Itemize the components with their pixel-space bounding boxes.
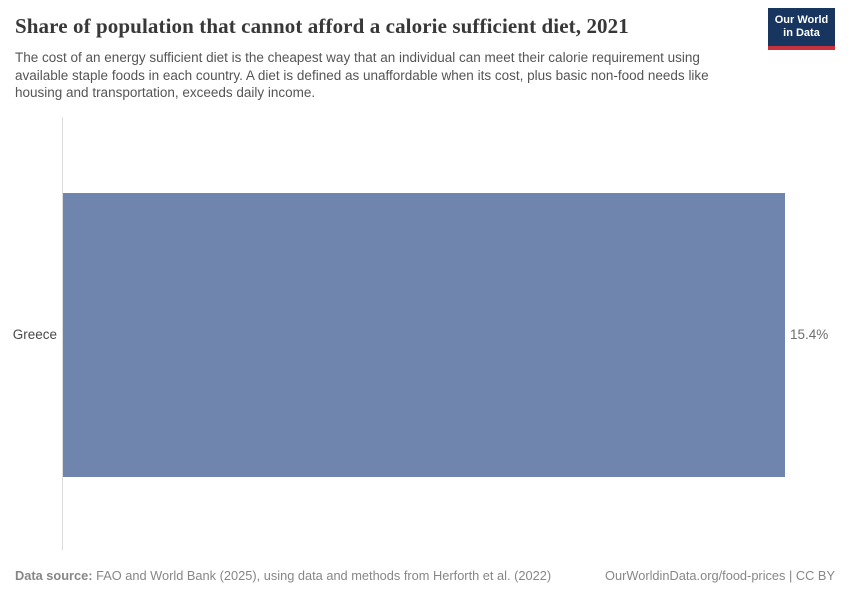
data-source-label: Data source:: [15, 568, 93, 583]
entity-label-greece: Greece: [12, 327, 57, 342]
footer: Data source: FAO and World Bank (2025), …: [15, 568, 835, 583]
owid-logo[interactable]: Our World in Data: [768, 8, 835, 50]
origin-link[interactable]: OurWorldinData.org/food-prices | CC BY: [605, 568, 835, 583]
data-source-text: FAO and World Bank (2025), using data an…: [92, 568, 552, 583]
y-axis-line: [62, 117, 63, 550]
owid-logo-line2: in Data: [783, 27, 820, 39]
chart-subtitle: The cost of an energy sufficient diet is…: [15, 50, 709, 100]
plot-area: [63, 193, 785, 477]
bar-greece[interactable]: [63, 193, 785, 477]
data-source-note: Data source: FAO and World Bank (2025), …: [15, 568, 551, 583]
owid-logo-line1: Our World: [774, 14, 829, 26]
chart-title: Share of population that cannot afford a…: [15, 14, 629, 38]
value-label-greece: 15.4%: [790, 327, 829, 342]
